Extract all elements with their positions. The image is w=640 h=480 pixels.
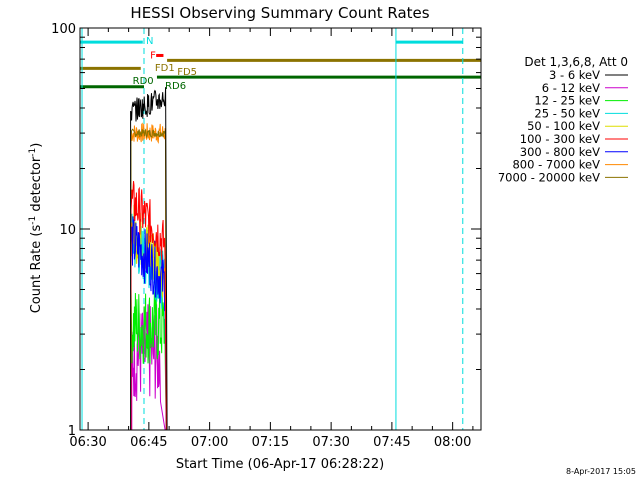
flag-label-f: F: [150, 50, 156, 61]
series-100to300kev: [130, 181, 167, 430]
flag-labels: NF FD1 FD5 RD0 RD6: [133, 36, 197, 92]
y-axis-label-sup1: -1: [28, 216, 38, 225]
flag-label-rd0: RD0: [133, 76, 154, 87]
y-tick-label: 100: [51, 22, 76, 37]
x-tick-label: 06:30: [69, 435, 106, 450]
legend-label: 100 - 300 keV: [520, 132, 600, 146]
y-axis-label-sup2: -1: [28, 148, 38, 157]
series-50to100kev: [130, 204, 167, 430]
y-tick-label: 10: [59, 223, 76, 238]
flag-label-fd1: FD1: [155, 63, 175, 74]
y-tick-label: 1: [68, 424, 76, 439]
legend-label: 50 - 100 keV: [527, 119, 600, 133]
legend-label: 6 - 12 keV: [542, 81, 600, 95]
series-800to7000kev: [130, 122, 167, 430]
legend-label: 25 - 50 keV: [534, 106, 600, 120]
series-12to25kev: [130, 288, 167, 430]
y-axis-label-mid: detector: [29, 156, 44, 216]
flag-label-n: N: [146, 36, 153, 47]
x-tick-label: 07:30: [312, 435, 349, 450]
y-axis-label-end: ): [29, 143, 44, 148]
series-3to6kev: [130, 87, 168, 430]
y-axis-label-main: Count Rate (s: [29, 225, 44, 314]
x-tick-label: 07:00: [191, 435, 228, 450]
x-tick-label: 07:45: [373, 435, 410, 450]
legend-label: 7000 - 20000 keV: [498, 170, 600, 184]
x-tick-label: 06:45: [130, 435, 167, 450]
series-7000to20000kev: [130, 128, 167, 430]
legend-label: 12 - 25 keV: [534, 94, 600, 108]
legend-title: Det 1,3,6,8, Att 0: [524, 55, 628, 69]
flag-label-fd5: FD5: [177, 67, 197, 78]
vertical-markers-layer: [81, 28, 464, 430]
flag-bars-layer: [80, 40, 481, 89]
legend-label: 800 - 7000 keV: [512, 158, 600, 172]
axes-layer: 06:30 06:45 07:00 07:15 07:30 07:45 08:00 1 10 10…: [51, 22, 481, 450]
y-axis-label: Count Rate (s-1 detector-1): [28, 143, 44, 314]
x-tick-label: 07:15: [252, 435, 289, 450]
series-layer: [130, 87, 168, 430]
footer-timestamp: 8-Apr-2017 15:05: [566, 467, 636, 476]
flag-label-rd6: RD6: [165, 81, 186, 92]
series-300to800kev: [130, 216, 167, 430]
legend-label: 3 - 6 keV: [549, 68, 600, 82]
chart-title: HESSI Observing Summary Count Rates: [130, 4, 429, 22]
x-axis-label: Start Time (06-Apr-17 06:28:22): [176, 457, 384, 472]
legend-label: 300 - 800 keV: [520, 145, 600, 159]
x-tick-label: 08:00: [434, 435, 471, 450]
